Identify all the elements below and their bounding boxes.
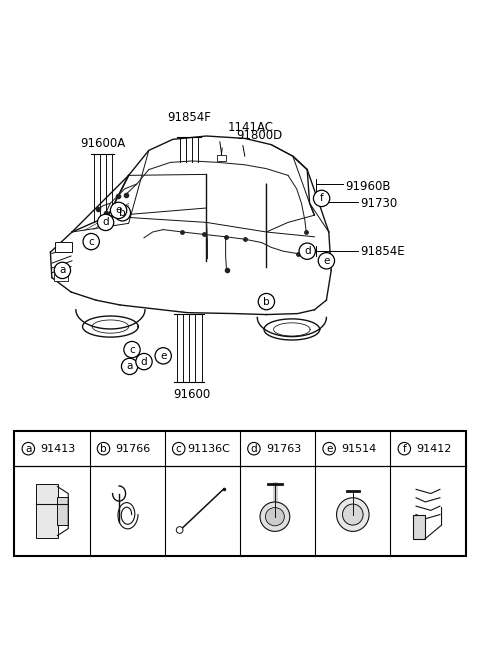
Circle shape	[136, 354, 152, 370]
Text: 91600A: 91600A	[81, 137, 126, 150]
Text: 91763: 91763	[266, 443, 301, 454]
Circle shape	[176, 527, 183, 533]
Text: e: e	[323, 256, 330, 266]
Bar	[14, 431, 466, 556]
Text: d: d	[304, 246, 311, 256]
Text: 91514: 91514	[341, 443, 376, 454]
Bar	[54, 274, 68, 281]
Circle shape	[299, 243, 315, 259]
Text: c: c	[176, 443, 181, 454]
Text: 91800D: 91800D	[236, 129, 282, 142]
Circle shape	[124, 341, 140, 358]
Circle shape	[318, 253, 335, 269]
Text: e: e	[160, 351, 167, 361]
Circle shape	[97, 442, 110, 455]
Text: d: d	[251, 443, 257, 454]
Text: b: b	[263, 297, 270, 306]
Text: c: c	[129, 344, 135, 355]
Text: a: a	[25, 443, 32, 454]
Text: e: e	[326, 443, 332, 454]
Circle shape	[22, 442, 35, 455]
Circle shape	[155, 348, 171, 364]
Circle shape	[398, 442, 410, 455]
Text: 91854F: 91854F	[168, 110, 212, 123]
Bar	[36, 484, 59, 538]
Ellipse shape	[343, 504, 363, 525]
Bar	[58, 497, 68, 525]
Text: 1141AC: 1141AC	[228, 121, 274, 134]
Circle shape	[313, 190, 330, 207]
Text: f: f	[320, 194, 324, 203]
Text: d: d	[141, 357, 147, 367]
Text: 91412: 91412	[416, 443, 452, 454]
Text: b: b	[100, 443, 107, 454]
Text: a: a	[59, 266, 66, 276]
Circle shape	[83, 234, 99, 250]
Circle shape	[172, 442, 185, 455]
Text: c: c	[88, 237, 94, 247]
Text: f: f	[402, 443, 406, 454]
Text: 91960B: 91960B	[346, 180, 391, 193]
Ellipse shape	[265, 508, 284, 526]
Circle shape	[114, 205, 131, 221]
Text: 91766: 91766	[116, 443, 151, 454]
Text: a: a	[126, 361, 133, 371]
Text: e: e	[115, 205, 122, 215]
Bar	[413, 514, 425, 539]
Circle shape	[323, 442, 336, 455]
Bar	[217, 155, 226, 161]
Text: d: d	[102, 217, 109, 228]
Text: 91730: 91730	[360, 197, 397, 210]
Ellipse shape	[336, 498, 369, 531]
Circle shape	[121, 358, 138, 375]
Circle shape	[258, 293, 275, 310]
Circle shape	[54, 262, 71, 279]
Text: b: b	[119, 208, 126, 218]
Circle shape	[248, 442, 260, 455]
Text: 91600: 91600	[173, 388, 211, 401]
Text: 91413: 91413	[40, 443, 76, 454]
Text: 91854E: 91854E	[360, 245, 405, 258]
Text: 91136C: 91136C	[187, 443, 230, 454]
Ellipse shape	[260, 502, 290, 531]
Bar	[55, 241, 72, 252]
Circle shape	[97, 215, 114, 230]
Circle shape	[110, 202, 127, 218]
